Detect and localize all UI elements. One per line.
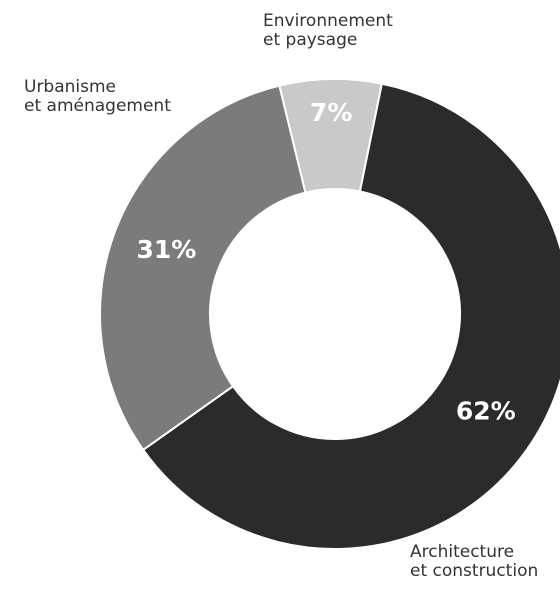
category-label: Architecture et construction [410,542,539,581]
value-label: 62% [456,396,516,425]
donut-slice [141,82,560,550]
value-label: 7% [310,98,352,127]
value-label: 31% [136,235,196,264]
donut-slice [99,84,307,452]
category-label: Urbanisme et aménagement [24,77,171,116]
category-label: Environnement et paysage [263,11,393,50]
